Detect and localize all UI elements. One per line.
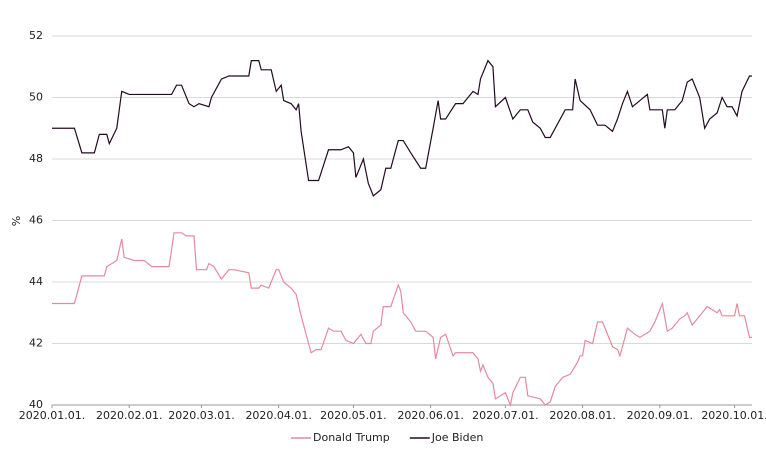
y-tick-label: 42 bbox=[29, 337, 43, 350]
x-tick-label: 2020.07.01. bbox=[472, 409, 538, 422]
x-tick-label: 2020.06.01. bbox=[397, 409, 463, 422]
legend-label: Joe Biden bbox=[431, 431, 484, 444]
x-tick-label: 2020.01.01. bbox=[19, 409, 85, 422]
x-tick-label: 2020.09.01. bbox=[627, 409, 693, 422]
y-axis-label: % bbox=[10, 216, 23, 226]
series-line bbox=[52, 232, 752, 408]
y-tick-label: 50 bbox=[29, 91, 43, 104]
legend-label: Donald Trump bbox=[313, 431, 390, 444]
y-tick-label: 52 bbox=[29, 29, 43, 42]
x-tick-label: 2020.04.01. bbox=[245, 409, 311, 422]
y-tick-label: 44 bbox=[29, 275, 43, 288]
x-tick-label: 2020.05.01. bbox=[320, 409, 386, 422]
x-tick-label: 2020.08.01. bbox=[549, 409, 615, 422]
y-tick-label: 48 bbox=[29, 152, 43, 165]
x-tick-label: 2020.02.01. bbox=[96, 409, 162, 422]
y-tick-label: 46 bbox=[29, 214, 43, 227]
y-tick-label: 40 bbox=[29, 398, 43, 411]
x-tick-label: 2020.10.01. bbox=[701, 409, 766, 422]
x-tick-label: 2020.03.01. bbox=[168, 409, 234, 422]
series-line bbox=[52, 59, 752, 197]
